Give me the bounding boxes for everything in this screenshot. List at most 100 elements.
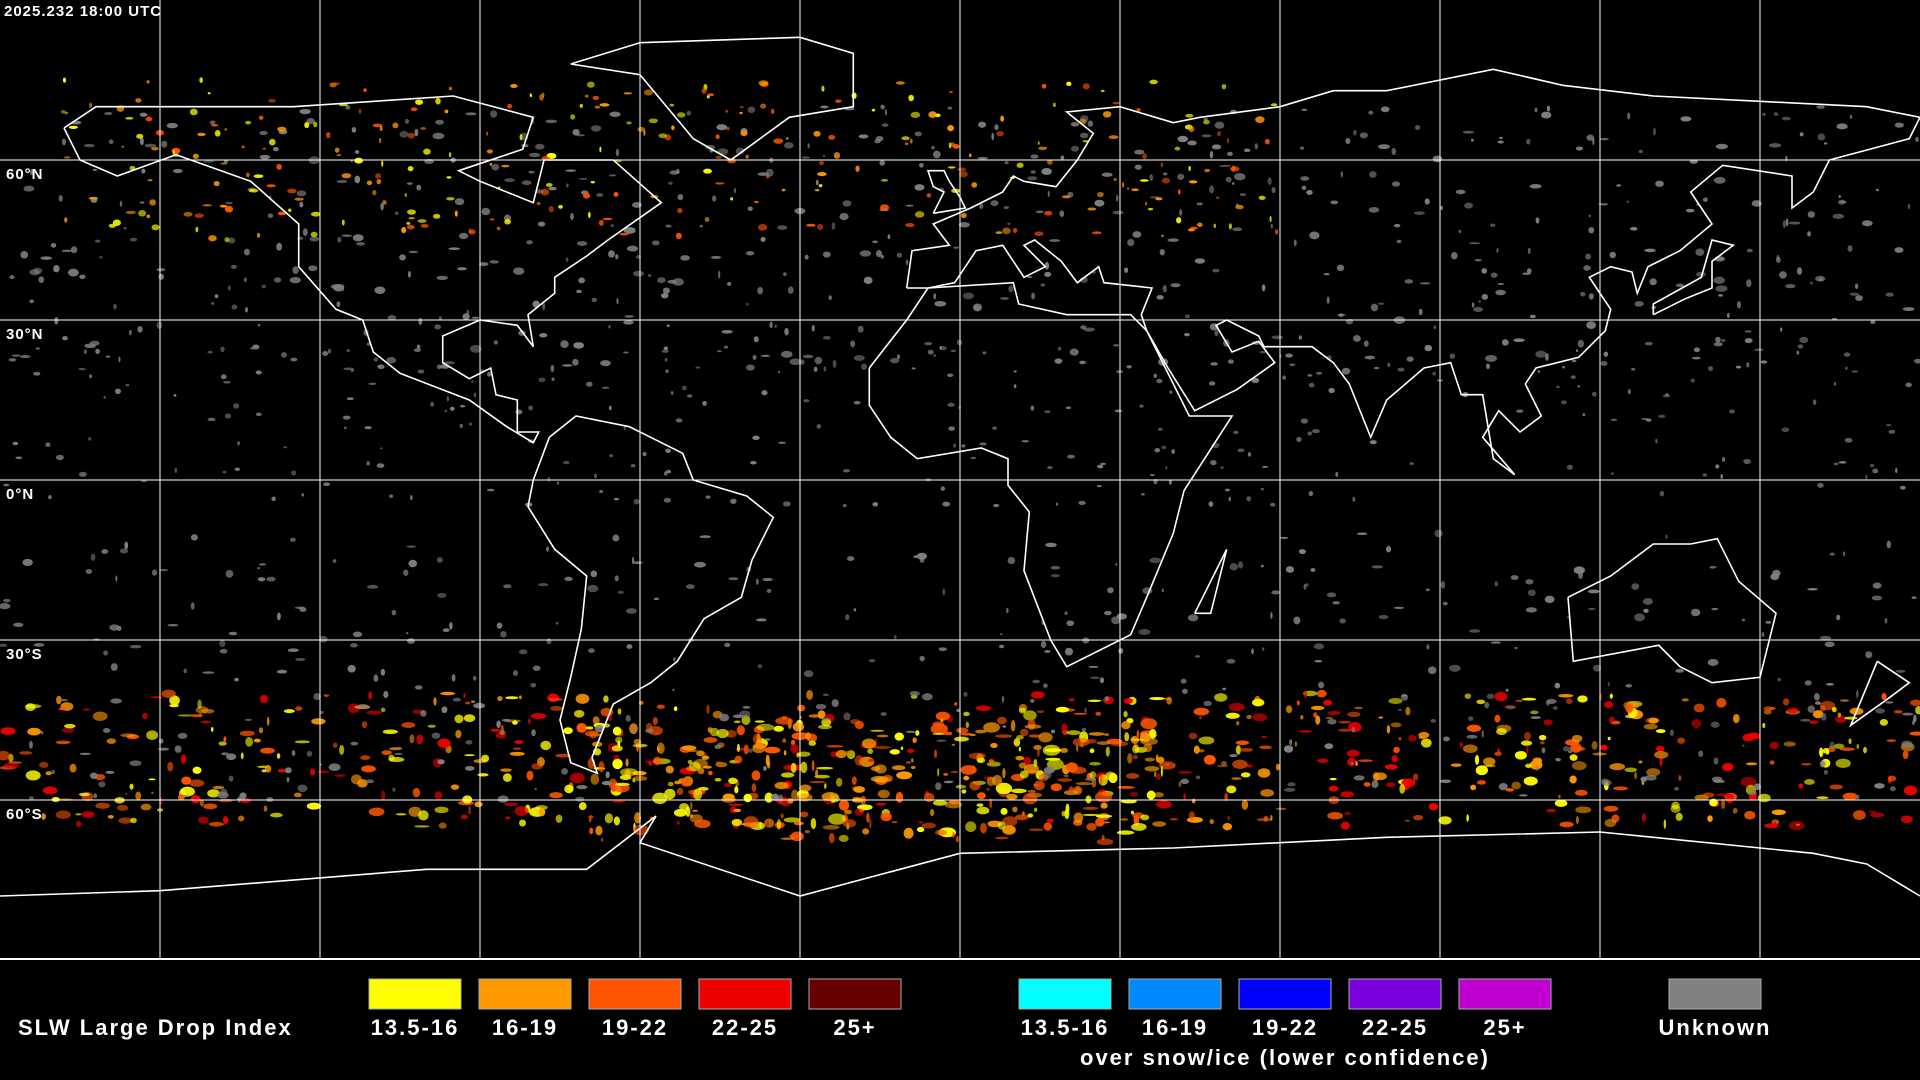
cloud-pixel [116, 804, 129, 811]
cloud-pixel [1156, 378, 1163, 384]
cloud-pixel [1691, 718, 1702, 729]
cloud-pixel [118, 356, 121, 363]
cloud-pixel [1227, 359, 1234, 364]
cloud-pixel [947, 106, 953, 110]
cloud-pixel [773, 725, 784, 732]
cloud-pixel [1013, 738, 1021, 747]
cloud-pixel [1196, 202, 1203, 206]
cloud-pixel [1267, 177, 1272, 185]
cloud-pixel [1264, 138, 1270, 145]
cloud-pixel [1455, 189, 1466, 195]
cloud-pixel [963, 775, 970, 781]
cloud-pixel [88, 437, 92, 441]
cloud-pixel [489, 260, 500, 264]
cloud-pixel [1174, 146, 1181, 151]
cloud-pixel [1078, 500, 1086, 505]
cloud-pixel [146, 80, 150, 84]
cloud-pixel [1335, 471, 1339, 477]
cloud-pixel [1018, 746, 1021, 752]
cloud-pixel [743, 816, 759, 828]
cloud-pixel [261, 769, 267, 773]
cloud-pixel [354, 150, 360, 154]
cloud-pixel [965, 821, 977, 833]
cloud-pixel [813, 366, 818, 372]
cloud-pixel [963, 711, 970, 717]
cloud-pixel [573, 342, 585, 349]
cloud-pixel [927, 349, 934, 355]
cloud-pixel [1217, 131, 1222, 137]
cloud-pixel [88, 196, 99, 200]
cloud-pixel [1514, 751, 1527, 760]
cloud-pixel [95, 348, 100, 355]
cloud-pixel [1624, 714, 1635, 719]
cloud-pixel [1191, 798, 1196, 804]
cloud-pixel [1103, 733, 1110, 736]
cloud-pixel [1627, 388, 1631, 395]
cloud-pixel [1838, 195, 1841, 198]
cloud-pixel [998, 644, 1005, 649]
cloud-pixel [551, 377, 555, 381]
cloud-pixel [1107, 587, 1114, 594]
cloud-pixel [1258, 195, 1266, 200]
cloud-pixel [1462, 130, 1475, 134]
latitude-label: 30°N [6, 326, 44, 343]
cloud-pixel [1677, 737, 1686, 744]
cloud-pixel [1270, 814, 1273, 821]
cloud-pixel [259, 130, 268, 136]
cloud-pixel [333, 774, 346, 777]
cloud-pixel [115, 575, 118, 582]
cloud-pixel [588, 817, 592, 823]
cloud-pixel [1188, 811, 1195, 821]
cloud-pixel [1885, 424, 1892, 427]
cloud-pixel [1044, 210, 1053, 216]
cloud-pixel [504, 219, 511, 225]
cloud-pixel [780, 813, 784, 819]
cloud-pixel [1045, 542, 1057, 548]
cloud-pixel [460, 814, 468, 820]
cloud-pixel [490, 728, 501, 732]
cloud-pixel [1063, 774, 1069, 778]
cloud-pixel [733, 187, 737, 194]
cloud-pixel [224, 205, 234, 213]
cloud-pixel [590, 570, 598, 578]
cloud-pixel [345, 104, 351, 110]
cloud-pixel [401, 722, 416, 728]
cloud-pixel [777, 370, 780, 374]
cloud-pixel [595, 825, 603, 836]
cloud-pixel [809, 780, 826, 784]
cloud-pixel [746, 364, 755, 371]
cloud-pixel [1833, 462, 1839, 466]
cloud-pixel [354, 175, 361, 184]
cloud-pixel [586, 381, 593, 387]
cloud-pixel [590, 773, 600, 785]
cloud-pixel [505, 696, 519, 700]
cloud-pixel [1108, 135, 1119, 140]
legend-label: 22-25 [712, 1015, 778, 1040]
cloud-pixel [513, 267, 525, 275]
cloud-pixel [530, 713, 547, 720]
cloud-pixel [938, 647, 947, 652]
cloud-pixel [765, 174, 770, 179]
cloud-pixel [808, 740, 817, 746]
cloud-pixel [497, 795, 509, 803]
cloud-pixel [956, 339, 963, 346]
cloud-pixel [1000, 115, 1004, 122]
cloud-pixel [449, 621, 453, 630]
coastline [868, 281, 1234, 668]
cloud-pixel [577, 241, 588, 246]
cloud-pixel [189, 108, 198, 116]
cloud-pixel [174, 467, 178, 474]
latitude-label: 60°N [6, 166, 44, 183]
cloud-pixel [1054, 358, 1063, 364]
cloud-pixel [599, 103, 610, 107]
cloud-pixel [110, 698, 122, 704]
cloud-pixel [1306, 189, 1313, 195]
cloud-pixel [1408, 734, 1417, 742]
cloud-pixel [1170, 283, 1181, 288]
cloud-pixel [407, 270, 411, 278]
cloud-pixel [919, 162, 924, 168]
legend-swatch [1668, 978, 1762, 1010]
cloud-pixel [587, 584, 599, 593]
cloud-pixel [1716, 697, 1727, 708]
cloud-pixel [62, 77, 67, 83]
